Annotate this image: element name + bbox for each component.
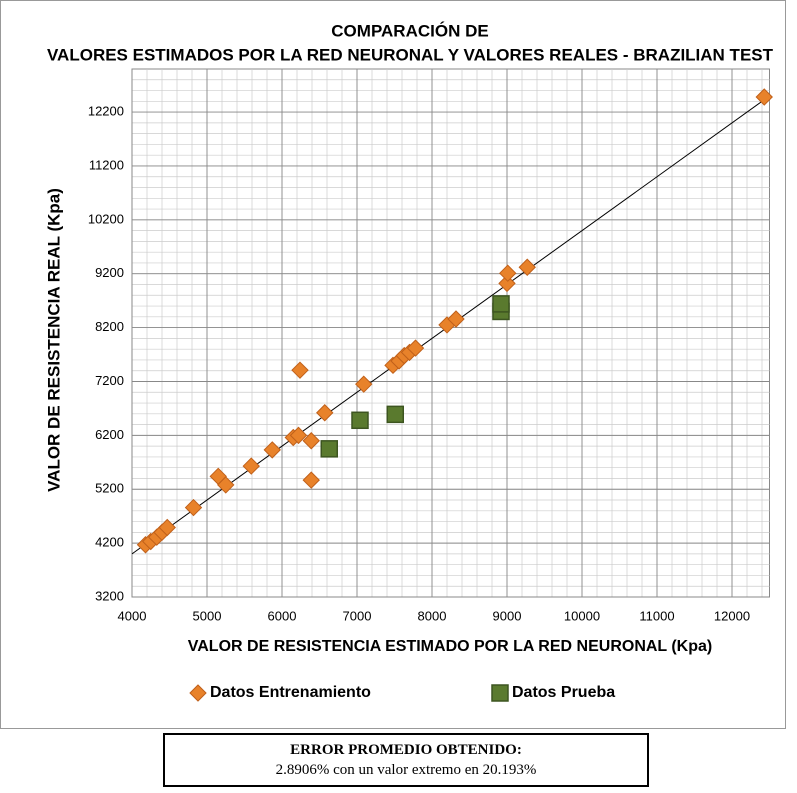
chart: COMPARACIÓN DE VALORES ESTIMADOS POR LA …: [0, 0, 786, 729]
x-axis-label: VALOR DE RESISTENCIA ESTIMADO POR LA RED…: [188, 638, 712, 655]
note-text: 2.8906% con un valor extremo en 20.193%: [275, 762, 537, 778]
y-axis-label: VALOR DE RESISTENCIA REAL (Kpa): [44, 188, 63, 492]
y-tick-label: 8200: [95, 319, 124, 334]
x-tick-label: 12000: [714, 608, 750, 623]
train-point: [316, 404, 334, 422]
x-tick-label: 10000: [564, 608, 600, 623]
legend-label: Datos Entrenamiento: [210, 684, 371, 701]
train-point: [158, 518, 176, 537]
train-point: [499, 264, 517, 282]
train-point: [263, 441, 281, 459]
legend-marker: [189, 684, 207, 702]
test-point: [492, 295, 510, 313]
test-point: [320, 440, 338, 458]
test-point: [351, 411, 369, 430]
train-point: [302, 471, 320, 489]
y-tick-label: 7200: [95, 373, 124, 388]
y-tick-label: 12200: [88, 104, 124, 119]
x-tick-label: 7000: [343, 608, 372, 623]
legend-marker: [491, 684, 509, 702]
train-point: [289, 426, 308, 445]
train-point: [447, 310, 465, 328]
y-tick-label: 5200: [95, 481, 124, 496]
train-point: [518, 258, 536, 276]
chart-title: COMPARACIÓN DE: [331, 21, 488, 40]
x-tick-label: 5000: [193, 608, 222, 623]
plot-area: [131, 68, 770, 598]
train-point: [355, 375, 373, 393]
y-tick-label: 4200: [95, 535, 124, 550]
x-tick-label: 8000: [418, 608, 447, 623]
train-point: [302, 432, 320, 450]
train-point: [242, 457, 260, 475]
note-title: ERROR PROMEDIO OBTENIDO:: [290, 742, 522, 758]
test-point: [386, 405, 404, 424]
y-tick-label: 3200: [95, 588, 124, 603]
legend-label: Datos Prueba: [512, 684, 615, 701]
train-point: [498, 274, 516, 293]
note-box: ERROR PROMEDIO OBTENIDO: 2.8906% con un …: [163, 733, 649, 787]
x-tick-label: 9000: [493, 608, 522, 623]
train-point: [406, 339, 425, 357]
y-tick-label: 10200: [88, 211, 124, 226]
x-tick-label: 11000: [639, 608, 674, 623]
y-tick-label: 9200: [95, 265, 124, 280]
x-tick-label: 6000: [268, 608, 297, 623]
train-point: [291, 361, 309, 379]
x-tick-label: 4000: [118, 608, 147, 623]
chart-title: VALORES ESTIMADOS POR LA RED NEURONAL Y …: [47, 45, 774, 64]
y-tick-label: 6200: [95, 427, 124, 442]
train-point: [755, 88, 773, 106]
train-point: [217, 476, 235, 494]
train-point: [184, 498, 203, 517]
y-tick-label: 11200: [89, 157, 124, 172]
